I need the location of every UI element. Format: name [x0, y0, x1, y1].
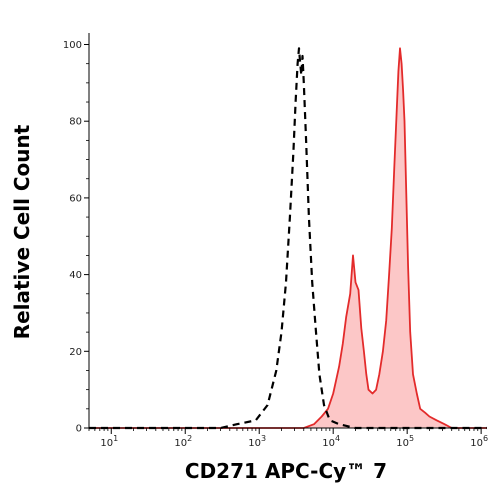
x-tick-label: 104 — [322, 434, 340, 449]
x-tick-label: 105 — [396, 434, 414, 449]
y-tick-label: 60 — [69, 193, 82, 204]
stained-histogram-fill — [89, 48, 487, 429]
x-axis-title: CD271 APC-Cy™ 7 — [185, 459, 387, 483]
y-tick-label: 0 — [76, 424, 82, 435]
y-tick-label: 20 — [69, 347, 82, 358]
y-tick-label: 80 — [69, 117, 82, 128]
y-axis-title: Relative Cell Count — [10, 124, 34, 339]
stained-histogram-line — [89, 47, 487, 429]
y-tick-label: 40 — [69, 270, 82, 281]
plot-area — [89, 47, 487, 430]
control-histogram-line — [89, 47, 487, 430]
x-tick-label: 101 — [100, 434, 118, 449]
x-tick-label: 103 — [248, 434, 266, 449]
axes: 0 20 40 60 80 100 101 102 103 104 105 106 — [63, 33, 488, 449]
x-tick-label: 106 — [470, 434, 488, 449]
y-tick-label: 100 — [63, 40, 82, 51]
x-tick-label: 102 — [174, 434, 192, 449]
